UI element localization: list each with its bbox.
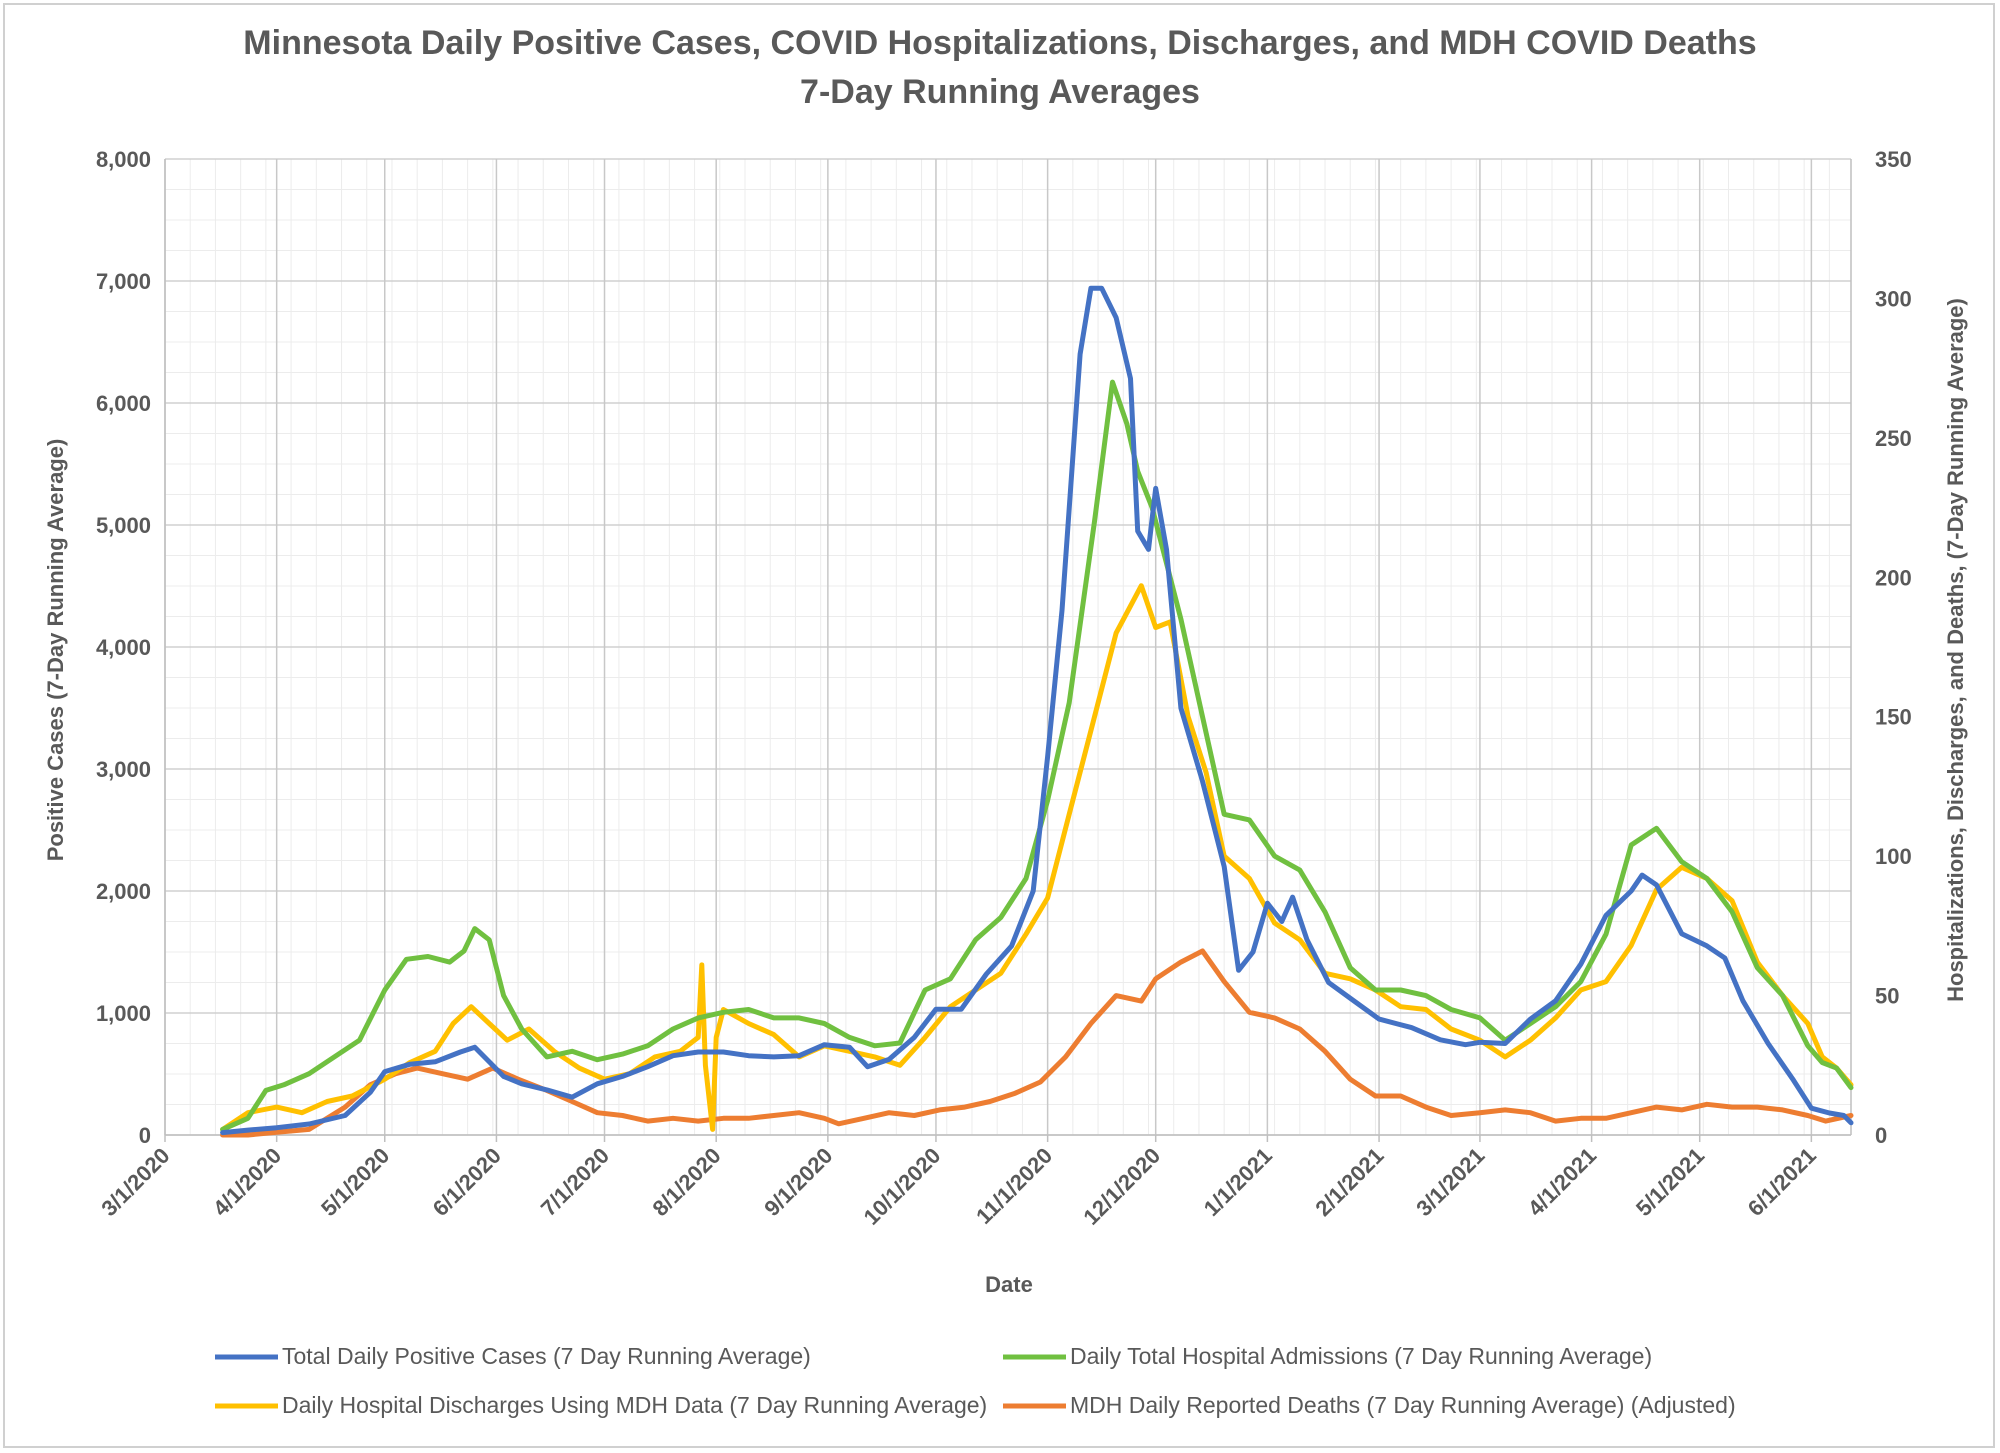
- axis-layer: 0 1,000 2,000 3,000 4,000 5,000 6,000 7,000 8,00…: [96, 147, 1912, 1230]
- y-tick-label: 6,000: [96, 391, 151, 416]
- y2-tick-label: 250: [1875, 426, 1912, 451]
- x-tick-label: 4/1/2021: [1523, 1143, 1601, 1221]
- y2-tick-label: 50: [1875, 984, 1899, 1009]
- y2-tick-label: 100: [1875, 844, 1912, 869]
- legend-label-0: Total Daily Positive Cases (7 Day Runnin…: [282, 1343, 811, 1369]
- x-tick-label: 3/1/2020: [96, 1143, 174, 1221]
- x-axis-title: Date: [985, 1272, 1033, 1297]
- y-axis-title: Positive Cases (7-Day Running Average): [43, 439, 68, 862]
- y2-tick-label: 150: [1875, 705, 1912, 730]
- y-tick-label: 5,000: [96, 513, 151, 538]
- grid-layer: [164, 158, 1851, 1136]
- series-layer: [220, 285, 1854, 1138]
- y-tick-label: 1,000: [96, 1001, 151, 1026]
- x-tick-label: 5/1/2020: [316, 1143, 394, 1221]
- y-tick-label: 7,000: [96, 269, 151, 294]
- x-tick-label: 1/1/2021: [1199, 1143, 1277, 1221]
- y2-tick-label: 200: [1875, 565, 1912, 590]
- series-line-1: [220, 379, 1854, 1132]
- legend-label-1: Daily Total Hospital Admissions (7 Day R…: [1070, 1343, 1652, 1369]
- x-tick-label: 10/1/2020: [859, 1143, 946, 1230]
- x-tick-label: 6/1/2020: [428, 1143, 506, 1221]
- y-tick-label: 0: [139, 1123, 151, 1148]
- chart-title: Minnesota Daily Positive Cases, COVID Ho…: [243, 24, 1756, 62]
- x-tick-label: 2/1/2021: [1310, 1143, 1388, 1221]
- series-line-2: [220, 583, 1854, 1132]
- x-tick-label: 4/1/2020: [208, 1143, 286, 1221]
- x-tick-label: 7/1/2020: [536, 1143, 614, 1221]
- y-tick-label: 3,000: [96, 757, 151, 782]
- series-line-3: [220, 948, 1854, 1138]
- y2-tick-label: 300: [1875, 286, 1912, 311]
- y2-tick-label: 350: [1875, 147, 1912, 172]
- y2-tick-label: 0: [1875, 1123, 1887, 1148]
- x-tick-label: 5/1/2021: [1631, 1143, 1709, 1221]
- x-tick-label: 11/1/2020: [971, 1143, 1057, 1229]
- series-line-0: [220, 285, 1854, 1136]
- legend-label-2: Daily Hospital Discharges Using MDH Data…: [282, 1392, 987, 1418]
- y2-axis-title: Hospitalizations, Discharges, and Deaths…: [1943, 298, 1968, 1002]
- y-tick-label: 4,000: [96, 635, 151, 660]
- x-tick-label: 9/1/2020: [759, 1143, 837, 1221]
- x-tick-label: 12/1/2020: [1078, 1143, 1165, 1230]
- legend-label-3: MDH Daily Reported Deaths (7 Day Running…: [1070, 1392, 1736, 1418]
- legend: Total Daily Positive Cases (7 Day Runnin…: [215, 1343, 1736, 1418]
- chart-frame: [3, 3, 1995, 1448]
- y-tick-label: 2,000: [96, 879, 151, 904]
- chart-subtitle: 7-Day Running Averages: [800, 73, 1200, 111]
- x-tick-label: 3/1/2021: [1411, 1143, 1489, 1221]
- x-tick-label: 6/1/2021: [1743, 1143, 1821, 1221]
- y-tick-label: 8,000: [96, 147, 151, 172]
- x-tick-label: 8/1/2020: [647, 1143, 725, 1221]
